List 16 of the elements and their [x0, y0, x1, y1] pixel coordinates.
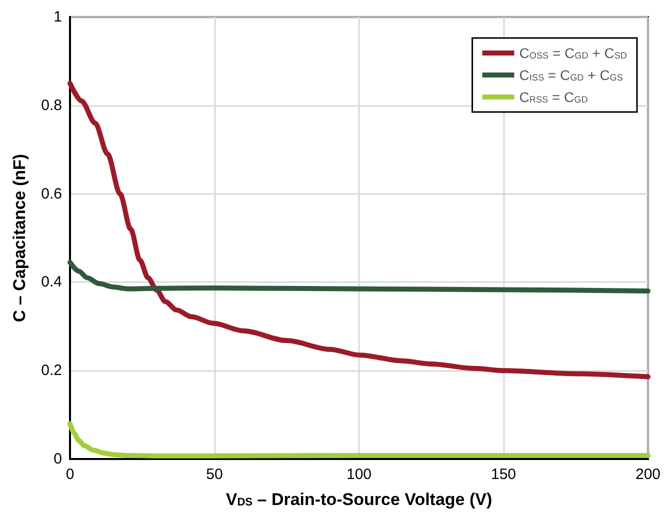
x-tick-label: 50 [206, 466, 223, 483]
y-tick-label: 1 [54, 8, 62, 26]
y-tick-label: 0.6 [41, 185, 62, 202]
legend-label: COSS = CGD + CSD [519, 45, 628, 61]
y-tick-label: 0.2 [41, 362, 62, 380]
y-axis-title: C – Capacitance (nF) [10, 154, 29, 322]
y-tick-label: 0 [54, 450, 62, 468]
y-tick-label: 0.4 [41, 274, 62, 291]
x-tick-label: 200 [635, 466, 661, 483]
legend-label: CISS = CGD + CGS [519, 67, 623, 83]
y-tick-label: 0.8 [41, 96, 62, 114]
x-tick-label: 150 [490, 466, 516, 483]
x-axis-title: VDS – Drain-to-Source Voltage (V) [226, 490, 492, 509]
x-tick-label: 0 [66, 466, 74, 483]
legend-label: CRSS = CGD [519, 89, 588, 105]
x-tick-label: 100 [346, 466, 372, 483]
